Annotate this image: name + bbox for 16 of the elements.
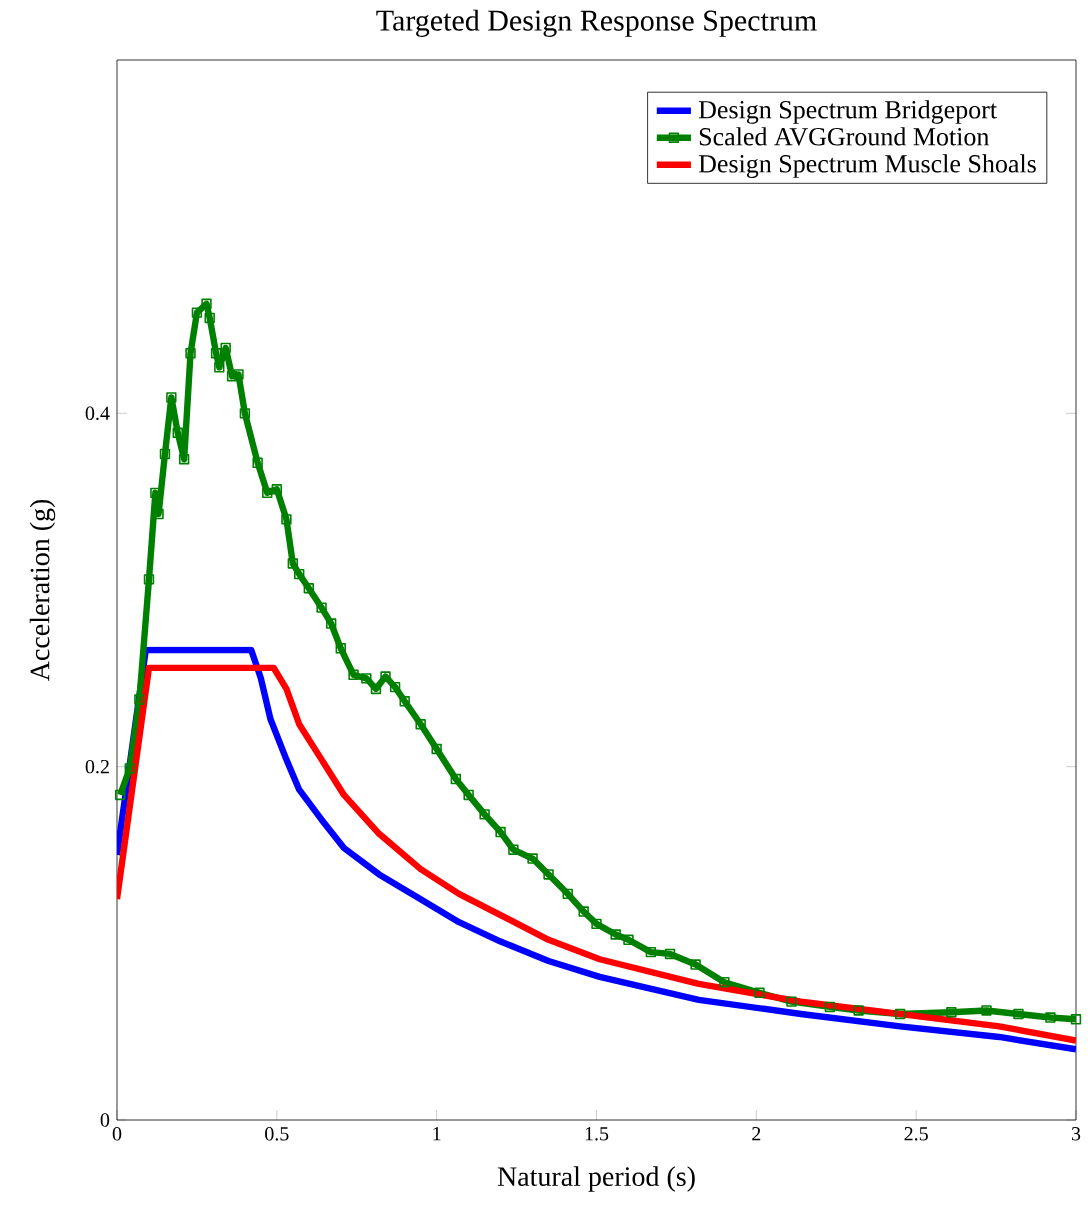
legend-label: Design Spectrum Muscle Shoals xyxy=(698,154,1036,178)
x-tick-label: 2 xyxy=(752,1127,761,1141)
x-tick-label: 0 xyxy=(112,1127,122,1141)
chart-title: Targeted Design Response Spectrum xyxy=(376,9,817,37)
y-tick-label: 0 xyxy=(100,1113,110,1127)
x-tick-label: 1 xyxy=(433,1127,441,1141)
x-tick-label: 2.5 xyxy=(904,1127,928,1141)
y-tick-label: 0.2 xyxy=(85,759,109,774)
y-axis-title: Acceleration (g) xyxy=(29,499,56,682)
y-tick-label: 0.4 xyxy=(85,406,110,421)
x-axis-title: Natural period (s) xyxy=(497,1166,695,1192)
x-tick-label: 0.5 xyxy=(265,1127,289,1141)
x-tick-label: 1.5 xyxy=(585,1127,609,1141)
x-tick-label: 3 xyxy=(1071,1127,1081,1141)
legend-label: Scaled AVGGround Motion xyxy=(699,127,990,146)
legend-label: Design Spectrum Bridgeport xyxy=(698,100,997,124)
